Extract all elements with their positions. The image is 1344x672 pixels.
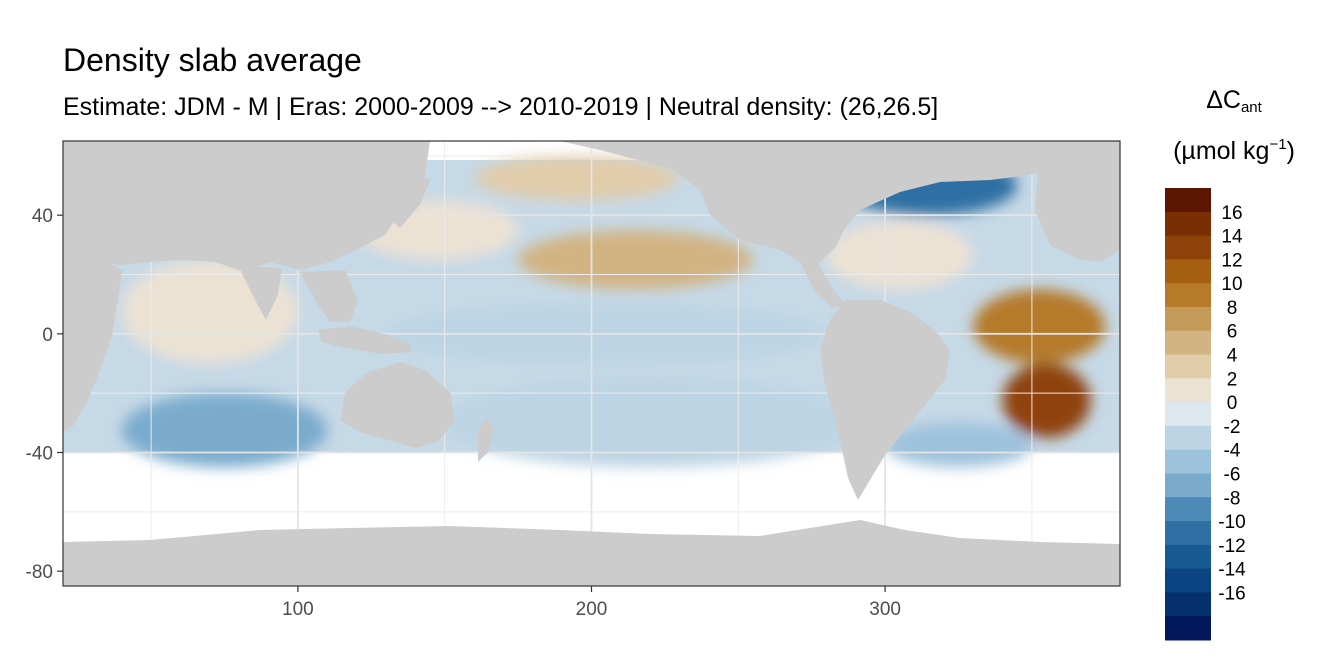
region-south-atlantic [1002, 363, 1091, 438]
legend-swatch [1165, 616, 1211, 641]
region-south-atlantic-southwest [885, 422, 1032, 468]
legend-label: -4 [1224, 441, 1241, 462]
legend-unit-close: ) [1286, 137, 1295, 165]
legend-swatch [1165, 473, 1211, 498]
legend-swatch [1165, 592, 1211, 617]
legend-label: -14 [1218, 560, 1246, 581]
y-tick-label: -80 [26, 562, 53, 583]
region-tropical-atlantic [973, 289, 1106, 364]
legend-label: 10 [1221, 274, 1242, 295]
legend-swatch [1165, 211, 1211, 237]
legend-swatch [1165, 378, 1211, 403]
legend-label: 0 [1227, 393, 1238, 414]
land-alaska-north-america [560, 141, 1120, 262]
legend-unit: (µmol kg−1) [1160, 136, 1308, 166]
legend-label: -12 [1218, 536, 1245, 557]
legend-swatch [1165, 283, 1211, 308]
land-japan-korea [385, 175, 430, 228]
legend-title: ΔCant [1160, 86, 1308, 116]
legend-swatch [1165, 568, 1211, 593]
chart-title: Density slab average [63, 42, 362, 78]
land-iberia-europe [1035, 141, 1120, 262]
chart-subtitle: Estimate: JDM - M | Eras: 2000-2009 --> … [63, 93, 939, 121]
legend-label: -10 [1218, 512, 1245, 533]
legend-title-sub: ant [1240, 99, 1262, 116]
legend-label: 12 [1221, 250, 1242, 271]
legend-label: 4 [1227, 346, 1238, 367]
land-central-america [800, 262, 845, 308]
land-masses [63, 141, 1120, 586]
legend-swatch [1165, 235, 1211, 260]
land-australia [340, 362, 455, 448]
legend-swatch [1165, 259, 1211, 284]
x-tick-label: 200 [576, 599, 608, 620]
legend-swatch [1165, 521, 1211, 546]
legend-swatch [1165, 354, 1211, 379]
y-tick-label: -40 [26, 444, 53, 465]
land-india [238, 265, 282, 320]
land-antarctica [63, 520, 1120, 586]
region-indian-ocean-south [121, 393, 328, 468]
legend-label: -16 [1218, 583, 1245, 604]
legend-label: -6 [1224, 464, 1241, 485]
land-new-zealand [478, 418, 494, 462]
region-north-atlantic-subtropical [826, 221, 974, 290]
legend-label: 16 [1221, 203, 1242, 224]
legend-label: 2 [1227, 369, 1238, 390]
legend-title-main: ΔC [1206, 86, 1241, 114]
land-africa-east [63, 250, 122, 432]
legend-label: 6 [1227, 322, 1238, 343]
legend-label: 14 [1221, 227, 1243, 248]
legend-swatch [1165, 544, 1211, 570]
land-south-america [820, 300, 950, 500]
region-south-pacific [444, 378, 856, 468]
legend-swatch [1165, 449, 1211, 474]
legend-swatch [1165, 402, 1211, 427]
y-tick-label: 0 [42, 325, 53, 346]
region-north-pacific-subpolar [474, 155, 680, 201]
land-indonesia [318, 326, 412, 354]
legend-label: 8 [1227, 298, 1238, 319]
region-north-pacific-subtropical [518, 229, 753, 290]
land-eurasia-west [63, 141, 430, 272]
legend-label: -2 [1224, 417, 1241, 438]
land-southeast-asia [300, 270, 358, 322]
legend-label: -8 [1224, 488, 1241, 509]
legend-swatch [1165, 330, 1211, 356]
legend-unit-sup: −1 [1269, 136, 1287, 153]
legend-swatch [1165, 497, 1211, 522]
x-tick-label: 300 [869, 599, 901, 620]
y-tick-label: 40 [32, 206, 53, 227]
legend-unit-main: (µmol kg [1173, 137, 1270, 165]
x-tick-label: 100 [282, 599, 314, 620]
legend-swatch [1165, 425, 1211, 451]
legend-swatch [1165, 188, 1211, 213]
legend-swatch [1165, 306, 1211, 332]
